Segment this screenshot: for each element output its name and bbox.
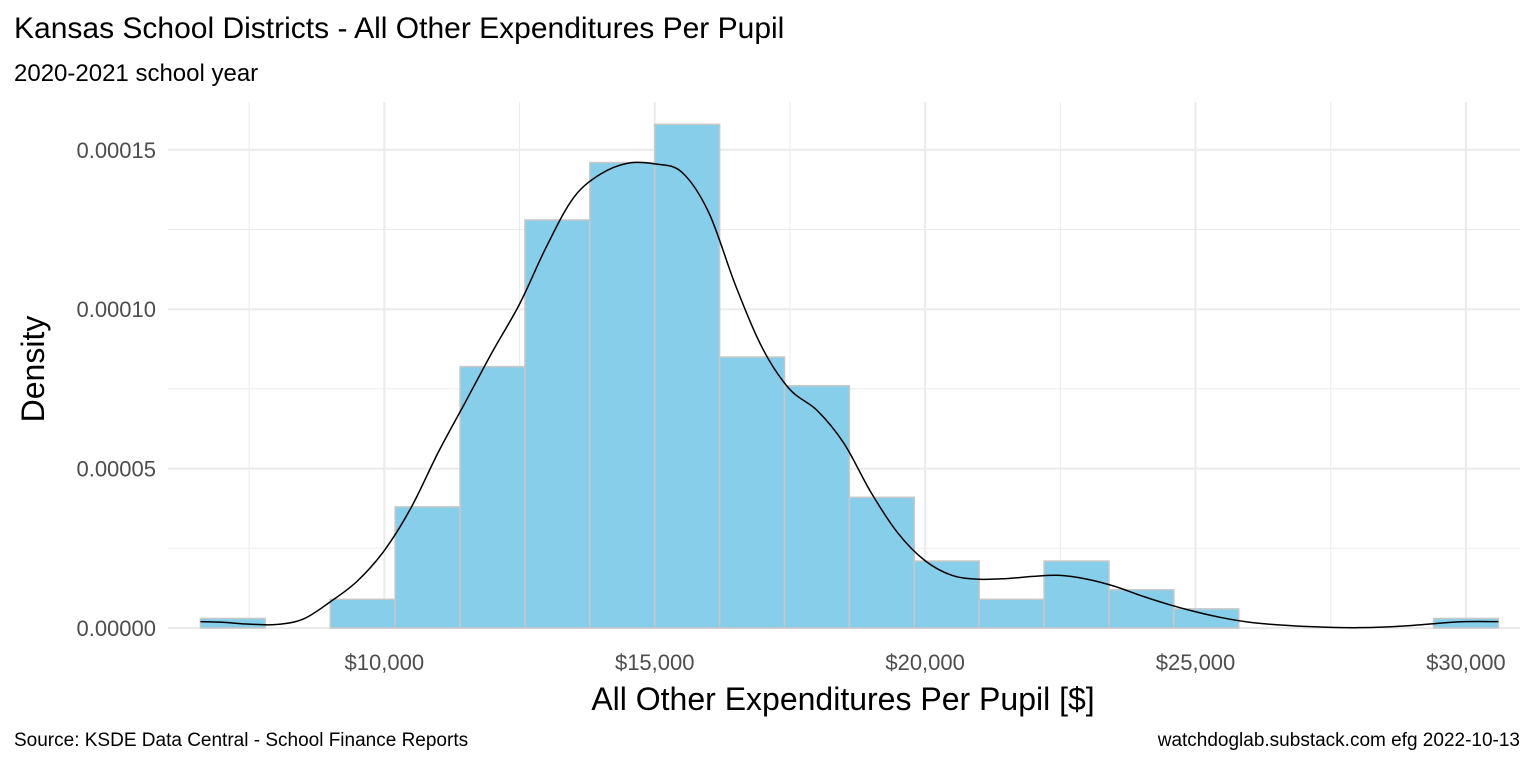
histogram-bar bbox=[1173, 608, 1240, 629]
chart-title: Kansas School Districts - All Other Expe… bbox=[14, 12, 785, 45]
histogram-bars bbox=[199, 123, 1500, 629]
x-tick-label: $20,000 bbox=[885, 650, 965, 675]
histogram-bar bbox=[913, 560, 980, 629]
histogram-bar bbox=[524, 219, 591, 629]
histogram-bar bbox=[978, 598, 1045, 629]
x-axis-title: All Other Expenditures Per Pupil [$] bbox=[591, 681, 1094, 717]
histogram-bar bbox=[589, 161, 656, 629]
y-tick-label: 0.00005 bbox=[76, 457, 156, 482]
histogram-bar bbox=[1043, 560, 1110, 629]
histogram-bar bbox=[783, 384, 851, 629]
credit-caption: watchdoglab.substack.com efg 2022-10-13 bbox=[1157, 730, 1520, 751]
histogram-bar bbox=[329, 598, 396, 629]
y-tick-label: 0.00010 bbox=[76, 297, 156, 322]
source-caption: Source: KSDE Data Central - School Finan… bbox=[14, 730, 469, 751]
x-tick-label: $30,000 bbox=[1426, 650, 1506, 675]
histogram-bar bbox=[653, 123, 721, 629]
histogram-bar bbox=[459, 365, 526, 629]
histogram-bar bbox=[1108, 588, 1175, 629]
y-tick-label: 0.00015 bbox=[76, 138, 156, 163]
chart-subtitle: 2020-2021 school year bbox=[14, 60, 259, 87]
x-tick-label: $15,000 bbox=[615, 650, 695, 675]
y-axis-title: Density bbox=[15, 316, 51, 423]
x-tick-label: $25,000 bbox=[1156, 650, 1236, 675]
y-axis-ticks: 0.00000 0.00005 0.00010 0.00015 bbox=[76, 138, 156, 641]
histogram-bar bbox=[718, 356, 786, 629]
histogram-bar bbox=[394, 506, 461, 629]
histogram-bar bbox=[848, 496, 916, 629]
density-curve bbox=[200, 161, 1499, 629]
x-tick-label: $10,000 bbox=[345, 650, 425, 675]
y-tick-label: 0.00000 bbox=[76, 616, 156, 641]
x-axis-ticks: $10,000 $15,000 $20,000 $25,000 $30,000 bbox=[345, 650, 1506, 675]
